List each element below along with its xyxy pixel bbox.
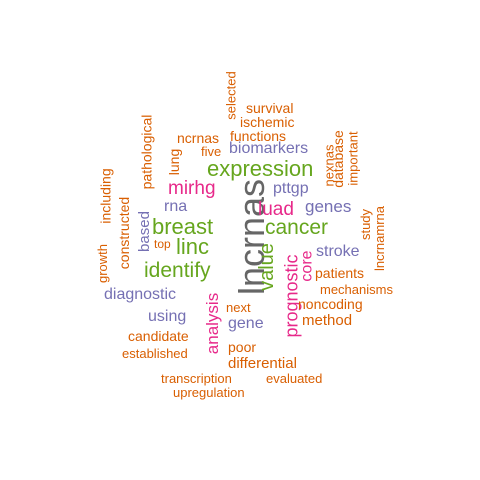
word-identify: identify	[144, 259, 211, 282]
word-evaluated: evaluated	[266, 371, 323, 386]
word-breast: breast	[152, 214, 214, 239]
word-value: value	[255, 243, 278, 291]
word-ncrnas: ncrnas	[177, 130, 220, 146]
word-growth: growth	[95, 243, 111, 284]
word-selected: selected	[223, 71, 239, 120]
word-core: core	[298, 250, 316, 282]
word-biomarkers: biomarkers	[229, 140, 309, 157]
word-mechanisms: mechanisms	[320, 282, 393, 297]
word-pathological: pathological	[138, 114, 155, 190]
word-functions: functions	[230, 128, 287, 144]
word-diagnostic: diagnostic	[104, 286, 177, 303]
word-important: important	[345, 131, 361, 186]
word-transcription: transcription	[161, 371, 232, 386]
word-gene: gene	[228, 315, 264, 332]
word-rna: rna	[164, 198, 188, 215]
word-analysis: analysis	[203, 292, 223, 355]
word-upregulation: upregulation	[173, 385, 245, 400]
word-pttgp: pttgp	[273, 180, 309, 197]
word-ischemic: ischemic	[240, 114, 295, 130]
word-study: study	[358, 208, 374, 241]
word-lncrnamrna: lncrnamrna	[372, 205, 388, 272]
word-differential: differential	[228, 355, 297, 372]
word-poor: poor	[228, 339, 257, 355]
word-mirhg: mirhg	[168, 178, 216, 199]
word-stroke: stroke	[316, 243, 360, 260]
word-established: established	[122, 346, 188, 361]
word-survival: survival	[246, 100, 294, 116]
word-using: using	[148, 308, 187, 325]
word-genes: genes	[305, 197, 352, 216]
word-patients: patients	[315, 265, 365, 281]
word-lung: lung	[166, 148, 183, 176]
word-next: next	[226, 300, 251, 315]
word-including: including	[97, 168, 114, 224]
word-based: based	[135, 211, 153, 252]
word-expression: expression	[207, 156, 314, 181]
word-linc: linc	[176, 234, 210, 259]
word-candidate: candidate	[128, 328, 189, 344]
word-noncoding: noncoding	[298, 296, 363, 312]
word-luad: luad	[258, 199, 294, 220]
word-five: five	[201, 144, 222, 159]
word-cancer: cancer	[265, 216, 329, 239]
word-method: method	[302, 312, 353, 329]
word-constructed: constructed	[116, 196, 133, 270]
word-database: database	[329, 130, 346, 188]
word-top: top	[154, 237, 171, 251]
